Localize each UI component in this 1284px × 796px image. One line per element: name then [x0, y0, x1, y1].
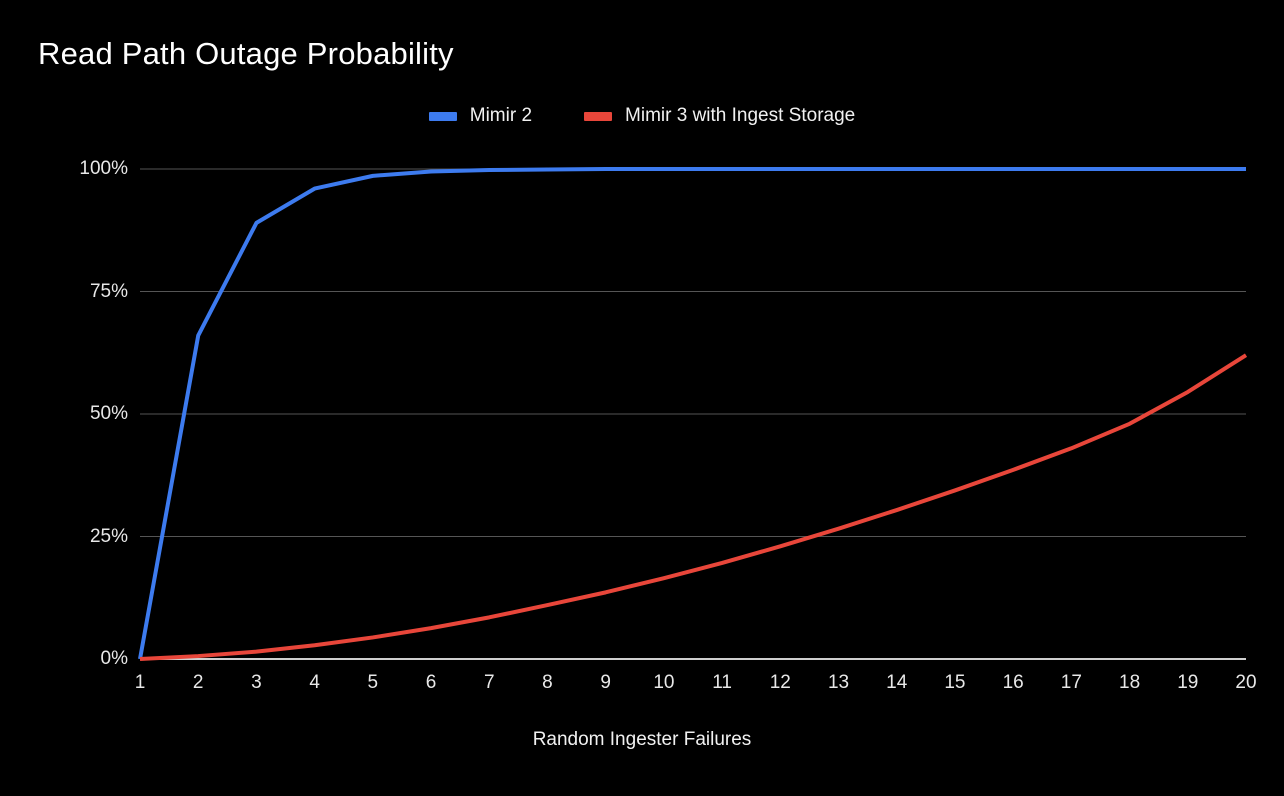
legend-item-mimir-2[interactable]: Mimir 2	[428, 105, 533, 127]
legend-swatch-icon	[584, 111, 613, 121]
y-axis-ticks: 0% 25% 50% 75% 100%	[0, 0, 128, 796]
x-tick-label: 1	[134, 672, 146, 693]
x-tick-label: 20	[1235, 672, 1257, 693]
x-tick-label: 18	[1119, 672, 1141, 693]
x-tick-label: 15	[944, 672, 966, 693]
legend-label: Mimir 3 with Ingest Storage	[625, 105, 856, 126]
x-tick-label: 7	[483, 672, 495, 693]
x-tick-label: 4	[309, 672, 320, 693]
y-tick-label: 75%	[89, 280, 128, 302]
y-tick-label: 0%	[100, 648, 128, 669]
x-tick-label: 17	[1060, 672, 1082, 693]
legend-item-mimir-3-with-ingest-storage[interactable]: Mimir 3 with Ingest Storage	[584, 105, 855, 127]
y-tick-label: 50%	[89, 403, 128, 424]
x-tick-label: 3	[251, 672, 262, 693]
x-tick-label: 14	[886, 672, 908, 693]
gridlines	[140, 168, 1246, 660]
y-tick-label: 100%	[79, 158, 128, 179]
y-tick-label: 25%	[89, 525, 128, 547]
x-tick-label: 2	[192, 672, 204, 693]
x-tick-label: 6	[425, 672, 437, 693]
series-line	[139, 353, 1248, 661]
x-axis-ticks: 1 2 3 4 5 6 7 8 9 10 11 12 13 14 15 16 17 18 19 20	[0, 672, 1284, 706]
legend-swatch-icon	[428, 111, 457, 121]
chart-title: Read Path Outage Probability	[38, 36, 454, 71]
x-tick-label: 16	[1002, 672, 1024, 693]
x-tick-label: 8	[542, 672, 553, 693]
x-axis-title: Random Ingester Failures	[532, 729, 752, 750]
series-line	[138, 167, 1246, 660]
series-lines	[138, 167, 1248, 661]
x-tick-label: 12	[769, 672, 791, 693]
x-tick-label: 5	[367, 672, 379, 693]
x-tick-label: 9	[600, 672, 611, 693]
chart-legend: Mimir 2 Mimir 3 with Ingest Storage	[0, 105, 1284, 127]
x-tick-label: 13	[827, 672, 850, 693]
x-tick-label: 11	[712, 672, 732, 693]
x-tick-label: 10	[653, 672, 675, 693]
x-tick-label: 19	[1177, 672, 1199, 693]
legend-label: Mimir 2	[469, 105, 533, 126]
